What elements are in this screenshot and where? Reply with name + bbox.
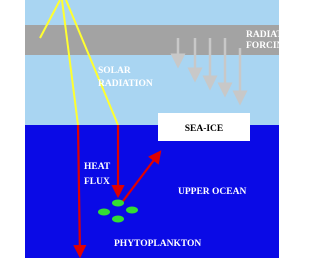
label: HEAT bbox=[84, 162, 111, 172]
label: SEA-ICE bbox=[185, 124, 224, 134]
label: PHYTOPLANKTON bbox=[114, 239, 201, 249]
label: FLUX bbox=[84, 177, 110, 187]
label: RADIATI bbox=[246, 30, 279, 40]
label: SOLAR bbox=[98, 66, 131, 76]
diagram: RADIATI FORCING SOLAR RADIATION SEA-ICE … bbox=[0, 0, 279, 267]
label: FORCING bbox=[246, 41, 279, 51]
label: RADIATION bbox=[98, 79, 153, 89]
label: UPPER OCEAN bbox=[178, 187, 246, 197]
